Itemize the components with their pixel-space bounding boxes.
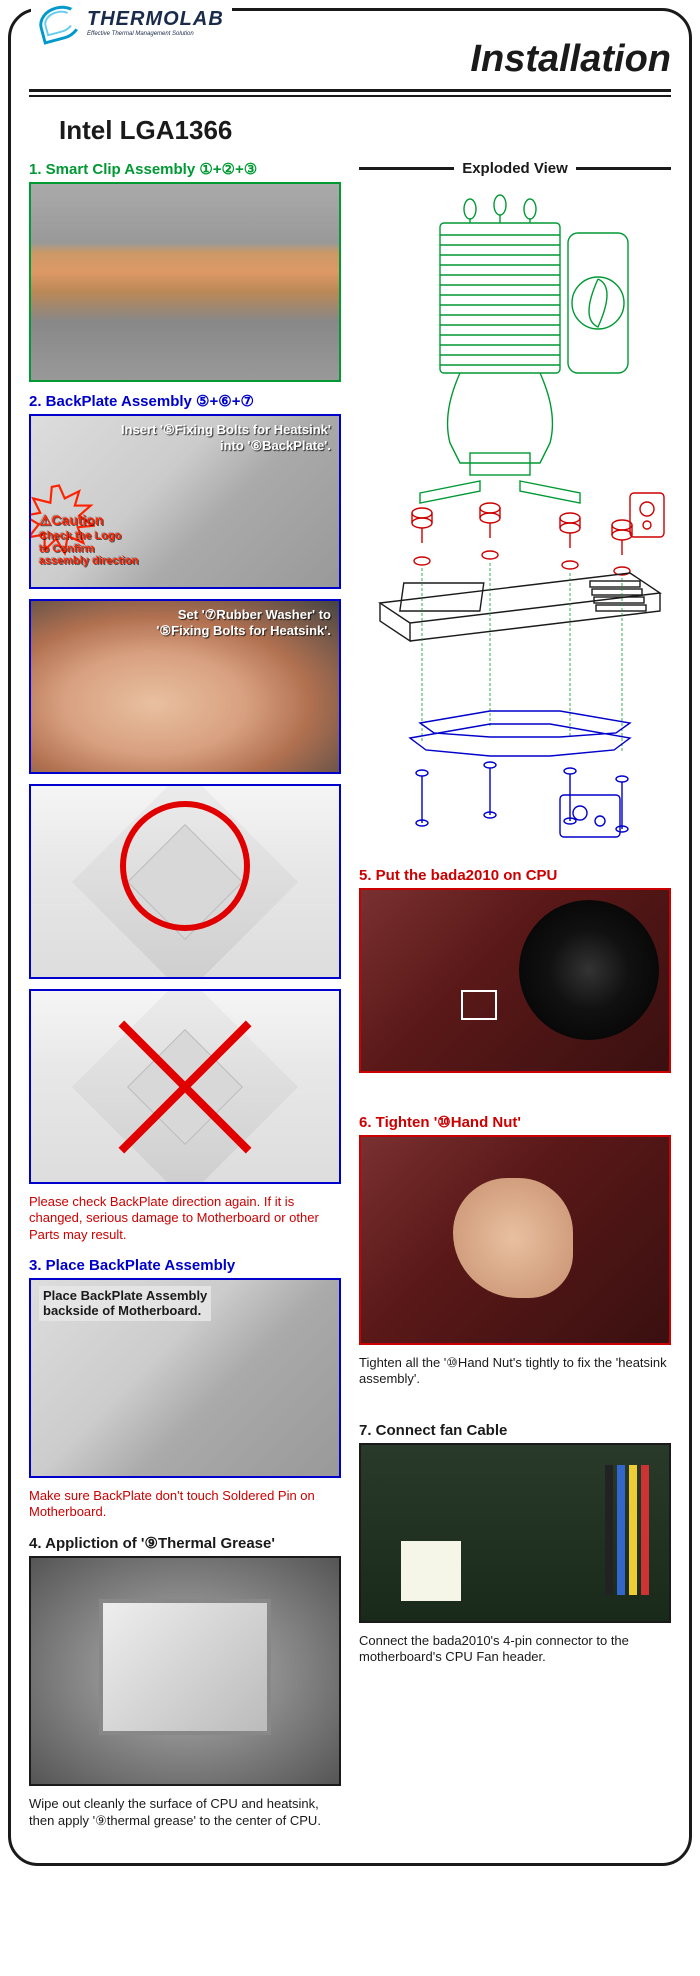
brand-name: THERMOLAB: [87, 8, 224, 31]
step2a-overlay: Insert '⑤Fixing Bolts for Heatsink' into…: [121, 422, 331, 453]
step4-photo: [29, 1556, 341, 1786]
socket-title: Intel LGA1366: [59, 115, 671, 146]
content-columns: 1. Smart Clip Assembly ①+②+③ 2. BackPlat…: [29, 160, 671, 1843]
step1-title: 1. Smart Clip Assembly ①+②+③: [29, 160, 341, 178]
step5-title: 5. Put the bada2010 on CPU: [359, 867, 671, 884]
header-rule-2: [29, 95, 671, 97]
exploded-diagram: [359, 183, 671, 843]
step7-title: 7. Connect fan Cable: [359, 1422, 671, 1439]
step4-title: 4. Appliction of '⑨Thermal Grease': [29, 1534, 341, 1552]
step7-photo: [359, 1443, 671, 1623]
step2-warning: Please check BackPlate direction again. …: [29, 1194, 341, 1243]
caution-label: ⚠Caution: [39, 512, 104, 528]
exploded-rule-right: [576, 167, 671, 170]
wire-yellow-icon: [629, 1465, 637, 1595]
step2-title: 2. BackPlate Assembly ⑤+⑥+⑦: [29, 392, 341, 410]
fan-icon: [519, 900, 659, 1040]
step3-photo: Place BackPlate Assembly backside of Mot…: [29, 1278, 341, 1478]
caution-body: Check the Logo to Confirm assembly direc…: [39, 530, 139, 568]
page-title: Installation: [470, 38, 671, 81]
brand-logo: THERMOLAB Effective Thermal Management S…: [31, 6, 232, 38]
step6-title: 6. Tighten '⑩Hand Nut': [359, 1113, 671, 1131]
step6-caption: Tighten all the '⑩Hand Nut's tightly to …: [359, 1355, 671, 1388]
highlight-rect-icon: [461, 990, 497, 1020]
step2-photo-b: Set '⑦Rubber Washer' to '⑤Fixing Bolts f…: [29, 599, 341, 774]
exploded-title: Exploded View: [462, 160, 568, 177]
header-rule-1: [29, 89, 671, 92]
logo-swirl-icon: [39, 6, 83, 38]
step3-title: 3. Place BackPlate Assembly: [29, 1257, 341, 1274]
step3-caption: Make sure BackPlate don't touch Soldered…: [29, 1488, 341, 1521]
step2b-overlay: Set '⑦Rubber Washer' to '⑤Fixing Bolts f…: [156, 607, 331, 638]
wire-red-icon: [641, 1465, 649, 1595]
right-column: Exploded View: [359, 160, 671, 1843]
exploded-rule-left: [359, 167, 454, 170]
step2-photo-a: Insert '⑤Fixing Bolts for Heatsink' into…: [29, 414, 341, 589]
wrong-x-icon: [95, 997, 275, 1177]
left-column: 1. Smart Clip Assembly ①+②+③ 2. BackPlat…: [29, 160, 341, 1843]
step2-photo-correct: [29, 784, 341, 979]
step7-caption: Connect the bada2010's 4-pin connector t…: [359, 1633, 671, 1666]
wire-blue-icon: [617, 1465, 625, 1595]
exploded-header: Exploded View: [359, 160, 671, 177]
step3-overlay: Place BackPlate Assembly backside of Mot…: [39, 1286, 211, 1321]
step2-photo-wrong: [29, 989, 341, 1184]
step5-photo: [359, 888, 671, 1073]
cpu-surface-icon: [99, 1599, 271, 1735]
wire-black-icon: [605, 1465, 613, 1595]
connector-icon: [401, 1541, 461, 1601]
step4-caption: Wipe out cleanly the surface of CPU and …: [29, 1796, 341, 1829]
page-frame: THERMOLAB Effective Thermal Management S…: [8, 8, 692, 1866]
brand-tagline: Effective Thermal Management Solution: [87, 31, 224, 37]
correct-circle-icon: [120, 801, 250, 931]
step1-photo: [29, 182, 341, 382]
hand-icon: [453, 1178, 573, 1298]
step6-photo: [359, 1135, 671, 1345]
